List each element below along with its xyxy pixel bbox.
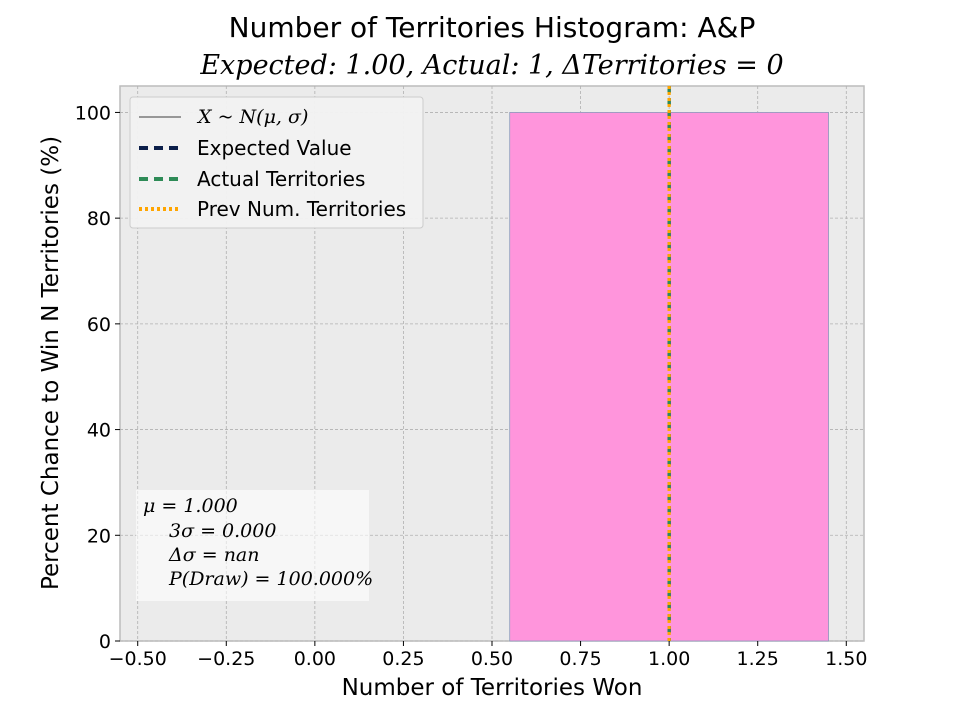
y-axis-label: Percent Chance to Win N Territories (%)	[38, 136, 64, 590]
legend-box	[129, 96, 424, 229]
x-tick-label: 0.75	[559, 648, 601, 670]
y-tick-label: 80	[87, 208, 111, 230]
x-tick-label: −0.25	[197, 648, 255, 670]
x-tick-label: 1.00	[648, 648, 690, 670]
legend: X ~ N(μ, σ) Expected Value Actual Territ…	[129, 96, 424, 229]
chart-subtitle: Expected: 1.00, Actual: 1, ΔTerritories …	[199, 50, 783, 81]
x-tick-label: 0.00	[294, 648, 336, 670]
legend-label-actual: Actual Territories	[197, 167, 365, 191]
y-tick-label: 20	[87, 525, 111, 547]
y-tick-label: 60	[87, 314, 111, 336]
stats-mean: μ = 1.000	[143, 495, 238, 517]
x-tick-label: 0.50	[471, 648, 513, 670]
legend-label-normal: X ~ N(μ, σ)	[196, 106, 308, 128]
stats-p-draw: P(Draw) = 100.000%	[168, 568, 373, 590]
x-tick-label: 1.25	[737, 648, 779, 670]
x-axis-ticks: −0.50 −0.25 0.00 0.25 0.50 0.75 1.00 1.25 1.50	[109, 641, 867, 670]
stats-delta-sigma: Δσ = nan	[168, 544, 260, 566]
y-axis-ticks: 0 20 40 60 80 100	[75, 102, 120, 653]
y-tick-label: 100	[75, 102, 111, 124]
x-tick-label: 0.25	[382, 648, 424, 670]
stats-box: μ = 1.000 3σ = 0.000 Δσ = nan P(Draw) = …	[136, 490, 373, 601]
chart-title: Number of Territories Histogram: A&P	[229, 11, 756, 44]
legend-label-expected: Expected Value	[197, 136, 352, 160]
x-tick-label: 1.50	[825, 648, 867, 670]
x-tick-label: −0.50	[109, 648, 167, 670]
y-tick-label: 40	[87, 420, 111, 442]
stats-box-background	[136, 490, 369, 601]
stats-3sigma: 3σ = 0.000	[169, 520, 276, 542]
y-tick-label: 0	[99, 631, 111, 653]
legend-label-prev: Prev Num. Territories	[197, 197, 406, 221]
x-axis-label: Number of Territories Won	[342, 675, 643, 701]
